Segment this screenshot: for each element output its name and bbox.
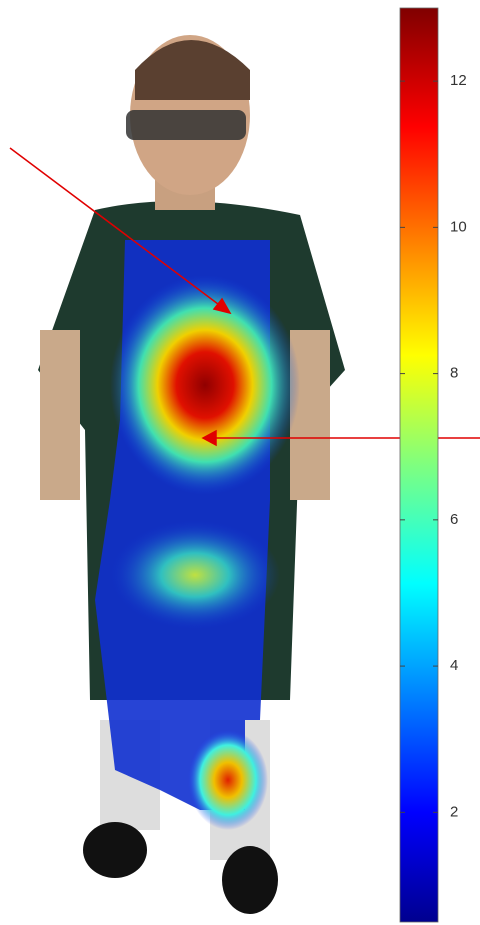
colorbar-tick-label: 10: [450, 218, 467, 235]
colorbar-tick-label: 6: [450, 511, 458, 528]
colorbar-tick-label: 4: [450, 657, 458, 674]
figure: 2 4 6 8 10 12: [0, 0, 480, 925]
colorbar-tick-label: 12: [450, 72, 467, 89]
colorbar: 2 4 6 8 10 12: [400, 8, 467, 922]
colorbar-gradient: [400, 8, 438, 922]
colorbar-tick-label: 2: [450, 803, 458, 820]
colorbar-tick-label: 8: [450, 365, 458, 382]
